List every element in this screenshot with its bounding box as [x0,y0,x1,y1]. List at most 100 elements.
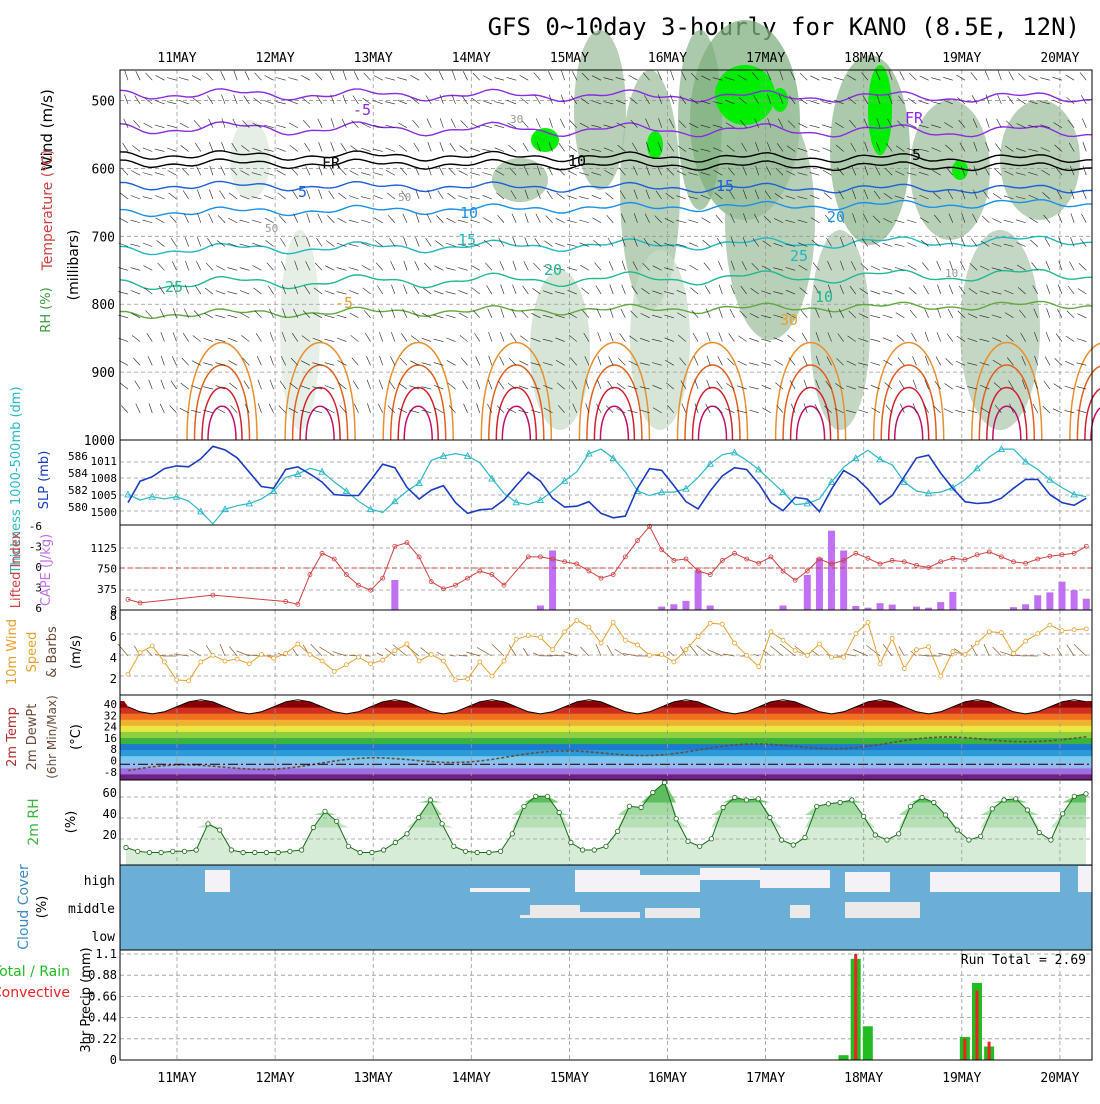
rh2m-point [475,850,479,854]
panel-label: 2m RH [26,798,42,845]
cape-bar [1022,604,1029,610]
thickness-tick: 582 [68,484,88,497]
pressure-tick: 600 [92,162,115,177]
rh2m-point [627,804,631,808]
wind10-point [247,662,251,666]
date-label-bottom: 12MAY [256,1071,295,1086]
high-cloud-gap [760,870,830,888]
high-cloud-gap [205,870,230,892]
rh2m-point [557,810,561,814]
rh2m-point [861,814,865,818]
rh2m-point [662,780,666,784]
wind10-point [223,659,227,663]
rh2m-point [1014,797,1018,801]
wind10-point [308,652,312,656]
wind10-point [648,653,652,657]
cape-bar [877,603,884,610]
wind10-point [793,649,797,653]
wind10-point [830,655,834,659]
wind10-point [284,651,288,655]
date-label-top: 14MAY [452,51,491,66]
rh2m-point [299,848,303,852]
panel-label: 10m Wind [5,619,20,685]
wind10-point [975,641,979,645]
wind10-point [878,662,882,666]
rh2m-point [358,850,362,854]
rh2m-point [838,800,842,804]
rh2m-point [721,805,725,809]
wind10-point [757,665,761,669]
contour-label: 10 [945,267,958,280]
precip-conv-bar [963,1039,966,1060]
wind10-barb [437,652,443,656]
panel-label: 3hr Precip (mm) [79,947,94,1052]
temp-band [120,768,1092,775]
date-label-top: 20MAY [1040,51,1079,66]
date-label-top: 16MAY [648,51,687,66]
wind10-point [526,634,530,638]
slp-tick: 1011 [91,455,118,468]
precip-total-bar [863,1026,873,1060]
date-label-top: 19MAY [942,51,981,66]
wind10-point [187,679,191,683]
rh2m-point [873,833,877,837]
precip-conv-label: Convective [0,985,70,1001]
rh2m-point [744,798,748,802]
wind10-point [235,657,239,661]
rh-shade [960,230,1040,430]
date-label-bottom: 20MAY [1040,1071,1079,1086]
cape-bar [658,607,665,610]
thickness-point [125,491,131,497]
wind10-point [805,653,809,657]
rh2m-point [651,790,655,794]
wind10-point [417,659,421,663]
wind10-point [696,634,700,638]
cape-bar [682,601,689,610]
wind10-barb [533,653,540,656]
cape-tick: 750 [97,563,117,576]
temp-band [120,762,1092,769]
precip-conv-bar [854,954,857,1060]
contour-label: 25 [165,278,183,296]
wind10-point [733,641,737,645]
rh2m-point [674,817,678,821]
contour-label: 20 [544,261,562,279]
high-cloud-gap [1078,866,1092,892]
wind10-barb [1074,644,1086,656]
rh2m-point [1072,794,1076,798]
rh2m-point [229,848,233,852]
wind10-point [344,663,348,667]
wind10-point [162,660,166,664]
high-cloud-gap [700,868,760,880]
rh2m-point [147,850,151,854]
temp-tick: -8 [104,766,117,779]
temp-band [120,725,1092,732]
panel-label: (°C) [69,724,84,750]
rh2m-point [405,832,409,836]
wind10-point [138,651,142,655]
rh2m-point [1084,792,1088,796]
wind10-tick: 4 [110,651,117,665]
rh2m-point [206,822,210,826]
wind10-point [441,659,445,663]
rh2m-point [194,848,198,852]
rh2m-point [253,850,257,854]
wind10-tick: 6 [110,630,117,644]
thickness-tick: 580 [68,501,88,514]
rh2m-point [1060,812,1064,816]
li-tick: -6 [29,520,42,533]
cape-bar [1059,582,1066,610]
rh2m-point [803,835,807,839]
contour-label: 10 [460,204,478,222]
cape-bar [852,606,859,610]
cape-bar [707,606,714,611]
cape-bar [828,531,835,610]
cape-bar [889,605,896,610]
temp-band [120,713,1092,720]
thickness-tick: 584 [68,467,88,480]
wind10-barb [899,646,904,656]
rh2m-level-fill [126,783,1086,816]
